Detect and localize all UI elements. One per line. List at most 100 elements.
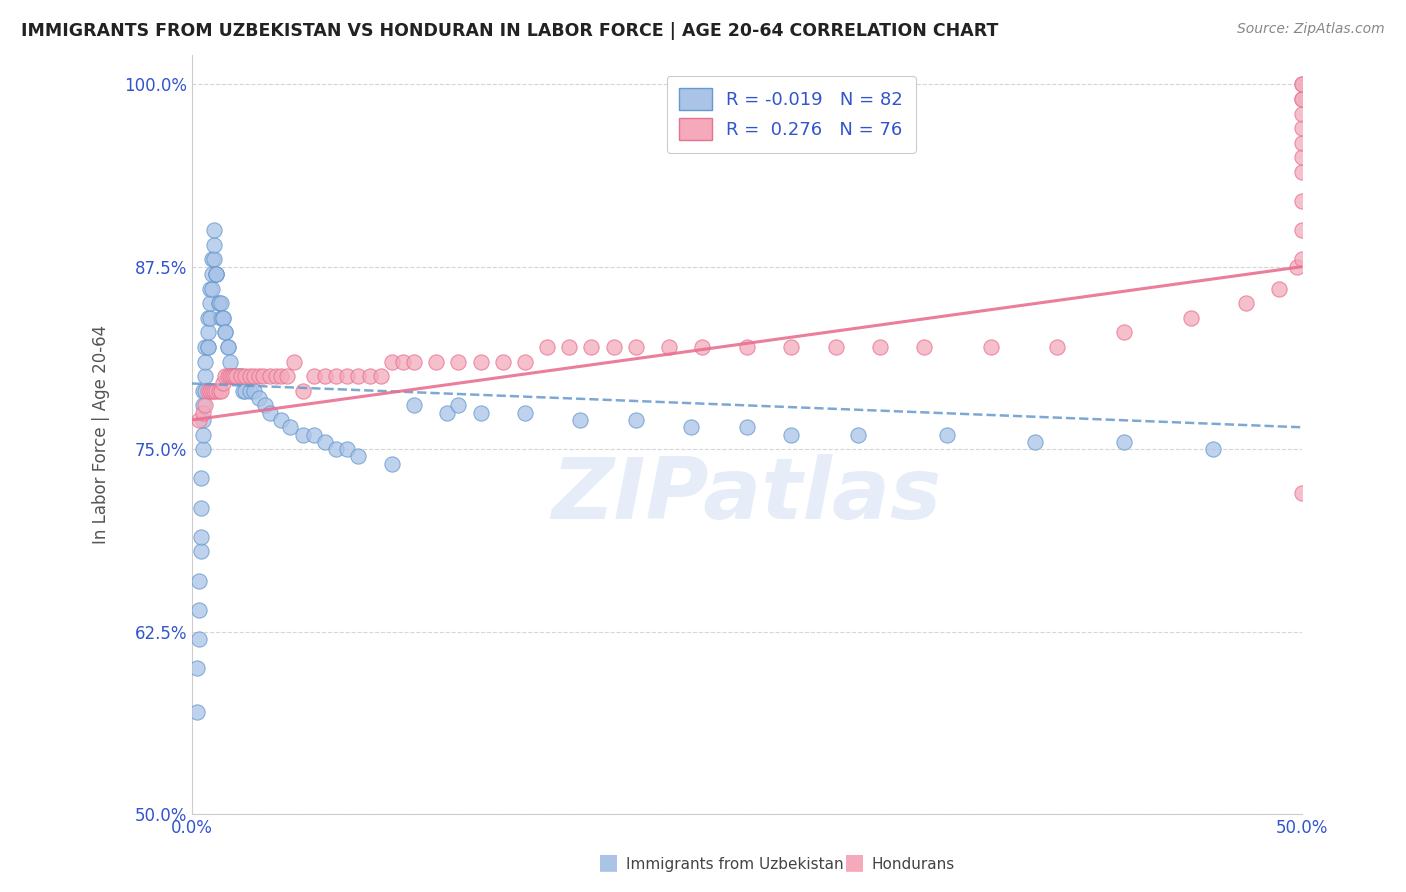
Text: Hondurans: Hondurans [872,857,955,872]
Point [278,420,301,434]
Point [205,267,228,281]
Point [735,340,758,354]
Point [1291,92,1313,106]
Point [780,427,803,442]
Point [193,398,215,412]
Point [276,369,298,384]
Point [336,369,359,384]
Text: Immigrants from Uzbekistan: Immigrants from Uzbekistan [626,857,844,872]
Point [212,310,235,325]
Point [470,406,492,420]
Point [658,340,681,354]
Point [201,252,224,267]
Point [1291,121,1313,136]
Point [692,340,714,354]
Point [1286,260,1309,274]
Point [218,369,240,384]
Point [1291,252,1313,267]
Point [221,369,243,384]
Point [447,398,470,412]
Point [205,267,228,281]
Point [205,267,228,281]
Point [270,369,292,384]
Point [193,406,215,420]
Point [359,369,381,384]
Point [1291,150,1313,164]
Point [187,574,209,588]
Point [225,369,247,384]
Point [292,384,315,398]
Point [266,369,288,384]
Point [436,406,458,420]
Point [846,427,869,442]
Point [214,369,236,384]
Point [194,354,217,368]
Point [1291,106,1313,120]
Text: ZIPatlas: ZIPatlas [551,454,942,537]
Point [1291,136,1313,150]
Point [581,340,603,354]
Point [336,442,359,457]
Point [254,398,277,412]
Point [558,340,581,354]
Point [247,391,270,405]
Point [1024,434,1046,449]
Point [270,413,292,427]
Point [1291,165,1313,179]
Point [190,544,212,558]
Point [513,406,536,420]
Legend: R = -0.019   N = 82, R =  0.276   N = 76: R = -0.019 N = 82, R = 0.276 N = 76 [666,76,915,153]
Point [325,369,347,384]
Point [197,310,219,325]
Point [1112,434,1135,449]
Text: ■: ■ [844,853,865,872]
Point [314,434,336,449]
Point [217,340,239,354]
Text: IMMIGRANTS FROM UZBEKISTAN VS HONDURAN IN LABOR FORCE | AGE 20-64 CORRELATION CH: IMMIGRANTS FROM UZBEKISTAN VS HONDURAN I… [21,22,998,40]
Point [218,354,240,368]
Point [1202,442,1225,457]
Point [221,369,243,384]
Point [214,326,236,340]
Point [202,223,225,237]
Point [624,413,647,427]
Point [214,326,236,340]
Point [193,384,215,398]
Point [402,398,425,412]
Point [193,442,215,457]
Point [1268,282,1291,296]
Point [208,296,231,310]
Point [212,376,235,391]
Point [347,450,370,464]
Point [980,340,1002,354]
Point [602,340,624,354]
Point [208,384,231,398]
Point [425,354,447,368]
Y-axis label: In Labor Force | Age 20-64: In Labor Force | Age 20-64 [93,325,110,544]
Point [198,310,221,325]
Point [202,384,225,398]
Point [536,340,558,354]
Point [197,326,219,340]
Point [1180,310,1202,325]
Point [190,500,212,515]
Point [201,267,224,281]
Point [302,369,325,384]
Point [198,296,221,310]
Point [325,442,347,457]
Point [1112,326,1135,340]
Point [212,310,235,325]
Point [233,384,256,398]
Point [347,369,370,384]
Point [233,369,256,384]
Point [1046,340,1069,354]
Point [513,354,536,368]
Point [201,282,224,296]
Point [217,369,239,384]
Point [869,340,891,354]
Point [447,354,470,368]
Point [1234,296,1257,310]
Point [247,369,270,384]
Point [198,384,221,398]
Point [224,369,246,384]
